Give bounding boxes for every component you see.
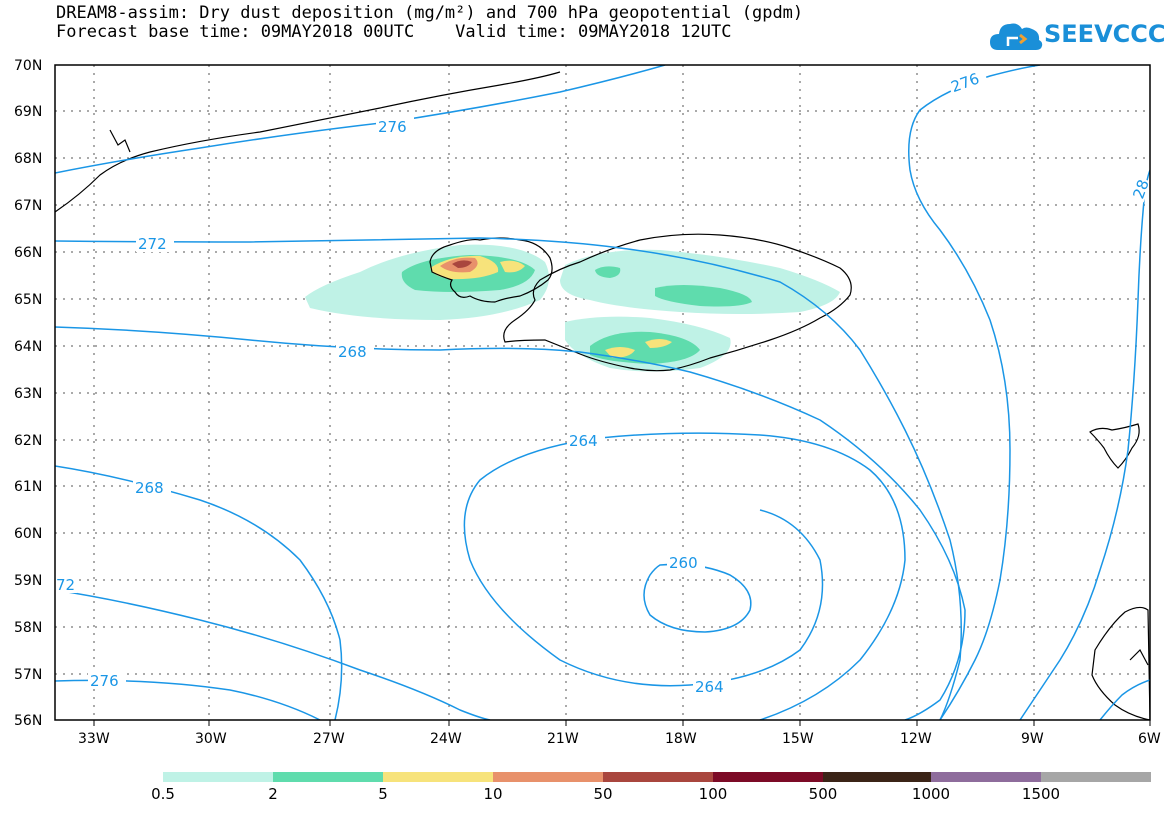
- colorbar-swatch-5: [603, 772, 713, 782]
- colorbar-label-1000: 1000: [911, 785, 951, 803]
- contour-label-72-left: 72: [56, 576, 75, 594]
- colorbar-swatch-7: [823, 772, 931, 782]
- map-frame: [55, 65, 1150, 720]
- lon-label-24w: 24W: [430, 731, 462, 747]
- contour-label-276-top: 276: [378, 118, 407, 136]
- colorbar-swatch-8: [931, 772, 1041, 782]
- contour-label-268-mid: 268: [338, 343, 367, 361]
- lat-label-61n: 61N: [14, 479, 42, 495]
- lon-label-15w: 15W: [782, 731, 814, 747]
- lat-label-69n: 69N: [14, 104, 42, 120]
- lon-label-21w: 21W: [547, 731, 579, 747]
- latitude-labels: 70N 69N 68N 67N 66N 65N 64N 63N 62N 61N …: [14, 58, 42, 729]
- colorbar-swatch-4: [493, 772, 603, 782]
- lat-label-64n: 64N: [14, 339, 42, 355]
- lat-label-68n: 68N: [14, 151, 42, 167]
- lon-label-30w: 30W: [195, 731, 227, 747]
- map-title-line-1: DREAM8-assim: Dry dust deposition (mg/m²…: [56, 3, 804, 23]
- lat-label-63n: 63N: [14, 386, 42, 402]
- lat-label-65n: 65N: [14, 292, 42, 308]
- lon-label-33w: 33W: [78, 731, 110, 747]
- lon-label-12w: 12W: [900, 731, 932, 747]
- lat-label-62n: 62N: [14, 433, 42, 449]
- seevccc-logo: SEEVCCC: [988, 16, 1173, 62]
- lat-label-56n: 56N: [14, 713, 42, 729]
- colorbar-label-50: 50: [593, 785, 613, 803]
- lon-label-18w: 18W: [665, 731, 697, 747]
- lat-label-66n: 66N: [14, 245, 42, 261]
- colorbar-label-0.5: 0.5: [151, 785, 175, 803]
- map-title-line-2: Forecast base time: 09MAY2018 00UTC Vali…: [56, 22, 732, 42]
- contour-label-28-right: 28: [1129, 177, 1152, 201]
- colorbar-label-100: 100: [698, 785, 728, 803]
- contour-label-268-left: 268: [135, 479, 164, 497]
- geopotential-contours: [55, 65, 1150, 720]
- colorbar-swatch-9: [1041, 772, 1151, 782]
- lat-label-59n: 59N: [14, 573, 42, 589]
- lon-label-6w: 6W: [1138, 731, 1161, 747]
- contour-label-264-bottom: 264: [695, 678, 724, 696]
- contour-label-260: 260: [669, 554, 698, 572]
- lat-label-57n: 57N: [14, 667, 42, 683]
- colorbar-swatch-1: [163, 772, 273, 782]
- lon-label-9w: 9W: [1021, 731, 1044, 747]
- contour-label-272: 272: [138, 235, 167, 253]
- colorbar-label-5: 5: [378, 785, 388, 803]
- axis-ticks: [93, 720, 1151, 726]
- logo-text: SEEVCCC: [1044, 20, 1166, 48]
- map-border: [54, 64, 1151, 721]
- coastlines: [55, 71, 1150, 720]
- lat-label-60n: 60N: [14, 526, 42, 542]
- colorbar-label-1500: 1500: [1021, 785, 1061, 803]
- lat-label-58n: 58N: [14, 620, 42, 636]
- colorbar-label-500: 500: [808, 785, 838, 803]
- colorbar-label-2: 2: [268, 785, 278, 803]
- contour-label-276-bottom: 276: [90, 672, 119, 690]
- lon-label-27w: 27W: [313, 731, 345, 747]
- lat-label-70n: 70N: [14, 58, 42, 74]
- colorbar-swatch-6: [713, 772, 823, 782]
- contour-labels: 276 276 28 272 268 268 264 264 260 72 27…: [55, 65, 1152, 696]
- lat-label-67n: 67N: [14, 198, 42, 214]
- colorbar-swatch-2: [273, 772, 383, 782]
- colorbar-label-10: 10: [483, 785, 503, 803]
- colorbar-swatch-3: [383, 772, 493, 782]
- colorbar: [163, 772, 1151, 782]
- longitude-labels: 33W 30W 27W 24W 21W 18W 15W 12W 9W 6W: [78, 731, 1161, 747]
- contour-label-264-top: 264: [569, 432, 598, 450]
- cloud-logo-icon: [990, 23, 1043, 50]
